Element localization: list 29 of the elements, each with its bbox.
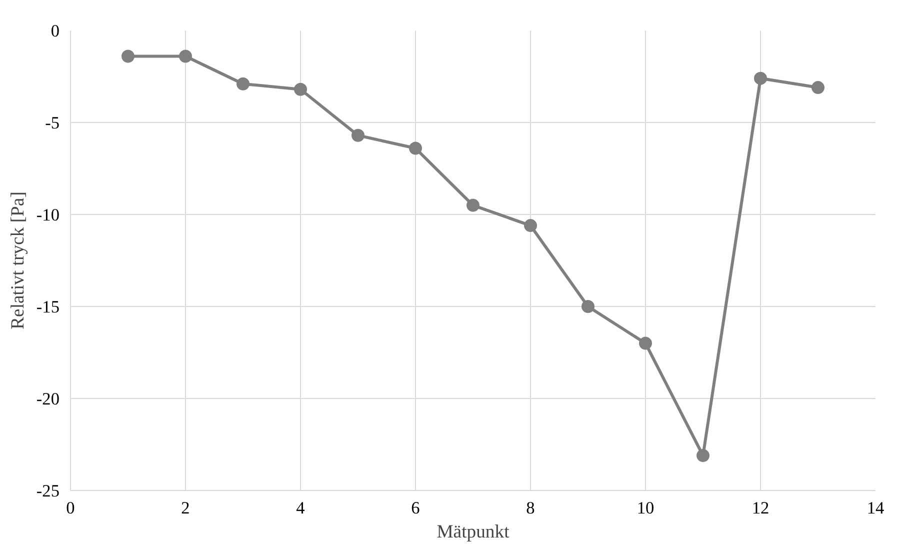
x-tick-label: 8	[526, 498, 535, 518]
x-tick-label: 4	[296, 498, 306, 518]
y-tick-label: -25	[36, 482, 60, 500]
point	[122, 50, 134, 63]
x-tick-label: 12	[752, 498, 770, 518]
point	[812, 81, 824, 94]
x-tick-label: 10	[636, 498, 654, 518]
y-tick-label: -20	[36, 390, 60, 408]
x-tick-label: 14	[866, 498, 884, 518]
y-tick-label: -5	[45, 114, 60, 132]
point	[639, 336, 652, 350]
point	[179, 50, 192, 63]
point	[524, 219, 537, 232]
point	[466, 198, 480, 212]
x-axis-title: Mätpunkt	[436, 522, 510, 542]
point	[582, 300, 594, 313]
x-tick-label: 2	[181, 498, 190, 518]
point	[696, 449, 710, 462]
point	[236, 77, 250, 90]
y-axis-title: Relativt tryck [Pa]	[7, 192, 28, 330]
point	[294, 82, 307, 96]
y-tick-label: -10	[36, 206, 60, 224]
y-tick-label: -15	[36, 298, 60, 316]
point	[352, 128, 364, 142]
x-tick-label: 0	[66, 498, 75, 518]
x-tick-label: 6	[411, 498, 420, 518]
point	[754, 72, 767, 85]
y-tick-label: 0	[50, 22, 60, 40]
point	[409, 142, 422, 155]
